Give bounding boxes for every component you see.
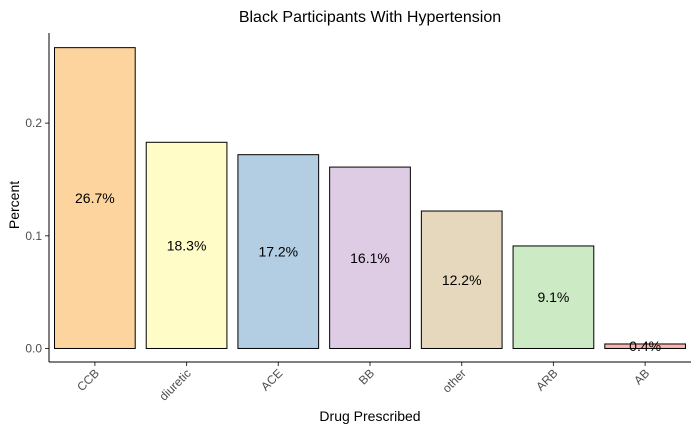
bars-layer: [54, 47, 686, 349]
y-tick-label: 0.2: [25, 116, 42, 130]
x-tick-label-ccb: CCB: [74, 366, 102, 394]
y-tick-label: 0.1: [25, 229, 42, 243]
bar-arb: [512, 245, 595, 349]
bar-ace: [237, 154, 320, 349]
x-tick-label-arb: ARB: [533, 366, 560, 393]
data-label-ace: 17.2%: [258, 244, 298, 260]
x-axis-label: Drug Prescribed: [319, 408, 420, 424]
y-tick-label: 0.0: [25, 341, 42, 355]
chart-title: Black Participants With Hypertension: [239, 9, 501, 26]
x-tick-label-other: other: [440, 366, 469, 395]
data-label-diuretic: 18.3%: [167, 237, 207, 253]
x-tick-label-ace: ACE: [258, 366, 285, 393]
x-tick-label-bb: BB: [356, 366, 377, 387]
bar-other: [420, 210, 503, 349]
data-label-other: 12.2%: [442, 272, 482, 288]
data-label-bb: 16.1%: [350, 250, 390, 266]
bar-ccb: [54, 47, 136, 349]
bar-ab: [604, 343, 686, 349]
x-tick-label-ab: AB: [631, 366, 652, 387]
data-label-arb: 9.1%: [537, 289, 569, 305]
y-axis-label: Percent: [6, 181, 22, 229]
data-label-ccb: 26.7%: [75, 190, 115, 206]
x-tick-label-diuretic: diuretic: [156, 366, 193, 403]
data-labels-layer: 26.7% 18.3% 17.2% 16.1% 12.2% 9.1% 0.4%: [75, 190, 661, 354]
data-label-ab: 0.4%: [629, 338, 661, 354]
bar-bb: [329, 166, 411, 349]
bar-diuretic: [145, 141, 228, 349]
